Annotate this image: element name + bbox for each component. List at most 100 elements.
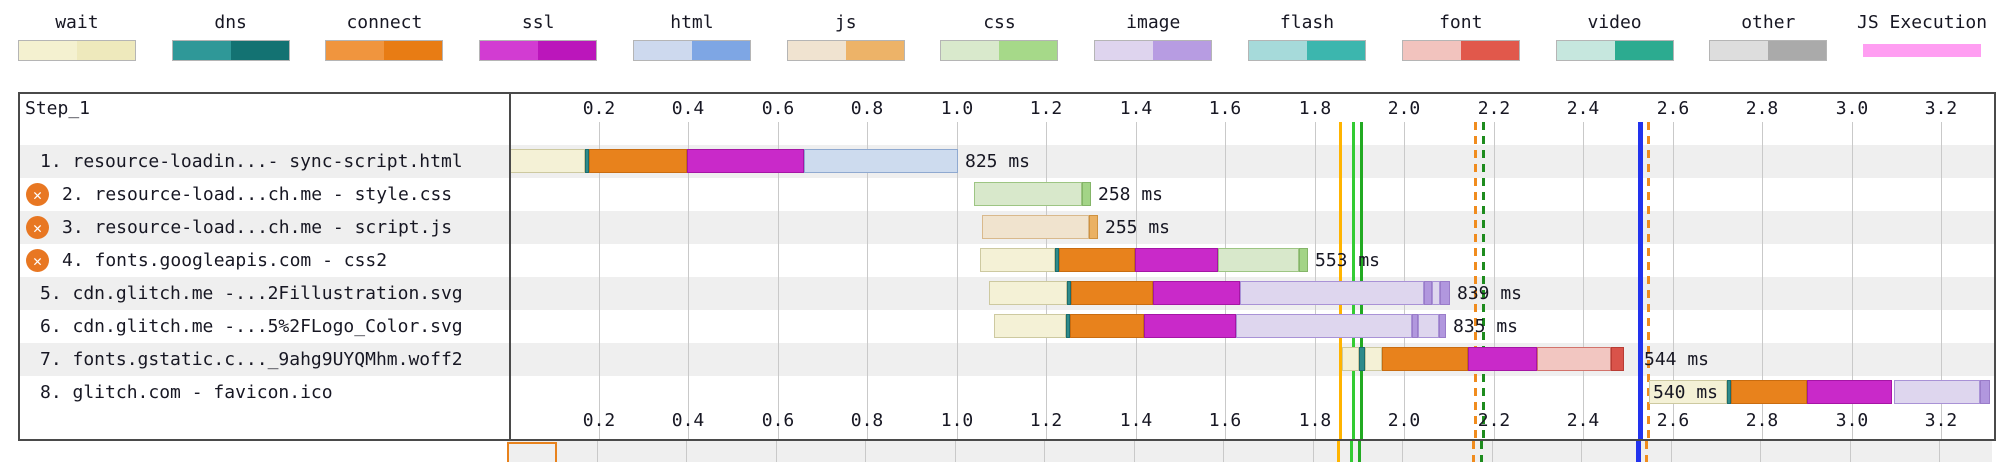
grid-line [1581, 441, 1582, 462]
row-stripe [20, 145, 1994, 178]
request-bar-segment-wait[interactable] [1342, 347, 1359, 371]
request-bar-segment-image_dark[interactable] [1412, 314, 1418, 338]
request-bar-segment-image_dark[interactable] [1439, 314, 1446, 338]
request-label[interactable]: 8. glitch.com - favicon.ico [40, 382, 333, 403]
request-bar-segment-css_dark[interactable] [1082, 182, 1091, 206]
next-step-waterfall-strip [507, 441, 1992, 462]
grid-line [955, 441, 956, 462]
request-label[interactable]: 4. fonts.googleapis.com - css2 [62, 250, 388, 271]
legend-swatch [1555, 40, 1674, 61]
request-bar-segment-ssl[interactable] [1468, 347, 1537, 371]
request-bar-segment-js_light[interactable] [982, 215, 1089, 239]
request-label[interactable]: 2. resource-load...ch.me - style.css [62, 184, 453, 205]
request-label[interactable]: 3. resource-load...ch.me - script.js [62, 217, 453, 238]
request-bar-segment-connect[interactable] [1059, 248, 1135, 272]
request-bar-segment-dns[interactable] [1067, 281, 1071, 305]
legend-item-ssl: ssl [471, 10, 606, 61]
axis-tick-label-top: 0.2 [582, 98, 616, 119]
request-bar-segment-wait[interactable] [994, 314, 1066, 338]
legend-item-label: video [1587, 12, 1642, 33]
request-bar-segment-font_light[interactable] [1537, 347, 1611, 371]
request-bar-segment-image_light[interactable] [1240, 281, 1424, 305]
grid-line [1494, 122, 1495, 439]
request-bar-segment-ssl[interactable] [687, 149, 804, 173]
request-bar-segment-font_dark[interactable] [1611, 347, 1624, 371]
request-bar-segment-css_light[interactable] [1218, 248, 1299, 272]
legend-item-video: video [1547, 10, 1682, 61]
axis-tick-label-top: 2.8 [1745, 98, 1779, 119]
request-bar-segment-wait[interactable] [509, 149, 585, 173]
request-bar-segment-image_dark[interactable] [1424, 281, 1432, 305]
error-icon[interactable]: ✕ [26, 249, 49, 272]
request-bar-segment-css_dark[interactable] [1299, 248, 1308, 272]
axis-tick-label-top: 3.2 [1924, 98, 1958, 119]
grid-line [1941, 122, 1942, 439]
legend-item-label: css [983, 12, 1016, 33]
grid-line [599, 122, 600, 439]
next-step-first-request-outline[interactable] [507, 442, 557, 462]
legend-item-js: js [778, 10, 913, 61]
grid-line [1402, 441, 1403, 462]
request-bar-segment-wait[interactable] [989, 281, 1067, 305]
request-bar-segment-dns[interactable] [1727, 380, 1731, 404]
grid-line [1134, 441, 1135, 462]
request-bar-segment-ssl[interactable] [1135, 248, 1218, 272]
axis-tick-label-top: 0.4 [671, 98, 705, 119]
axis-tick-label-top: 1.2 [1029, 98, 1063, 119]
request-bar-segment-ssl[interactable] [1153, 281, 1240, 305]
request-bar-segment-js_dark[interactable] [1089, 215, 1098, 239]
grid-line [776, 441, 777, 462]
legend-swatch [17, 40, 136, 61]
request-bar-segment-html[interactable] [804, 149, 958, 173]
event-line-dashed-f08c1e [1645, 441, 1648, 462]
request-bar-segment-wait[interactable] [1365, 347, 1382, 371]
request-bar-segment-dns[interactable] [1066, 314, 1070, 338]
request-bar-segment-connect[interactable] [589, 149, 687, 173]
legend-item-label: connect [346, 12, 423, 33]
error-icon[interactable]: ✕ [26, 216, 49, 239]
request-bar-segment-image_dark[interactable] [1440, 281, 1450, 305]
request-bar-segment-dns[interactable] [1055, 248, 1059, 272]
request-bar-segment-connect[interactable] [1070, 314, 1144, 338]
request-bar-segment-dns[interactable] [1359, 347, 1365, 371]
axis-tick-label-top: 2.4 [1566, 98, 1600, 119]
event-line-solid-2233ee [1636, 441, 1641, 462]
request-bar-segment-ssl[interactable] [1807, 380, 1892, 404]
request-bar-segment-connect[interactable] [1382, 347, 1468, 371]
grid-line [865, 441, 866, 462]
request-label[interactable]: 6. cdn.glitch.me -...5%2FLogo_Color.svg [40, 316, 463, 337]
error-icon[interactable]: ✕ [26, 183, 49, 206]
grid-line [1404, 122, 1405, 439]
request-label[interactable]: 5. cdn.glitch.me -...2Fillustration.svg [40, 283, 463, 304]
legend-item-other: other [1701, 10, 1836, 61]
request-label[interactable]: 1. resource-loadin...- sync-script.html [40, 151, 463, 172]
request-bar-segment-image_light[interactable] [1236, 314, 1412, 338]
request-bar-segment-image_light[interactable] [1894, 380, 1980, 404]
event-line-dashed-1e8c1e [1480, 441, 1483, 462]
request-bar-segment-connect[interactable] [1071, 281, 1153, 305]
axis-tick-label-bottom: 2.0 [1387, 410, 1421, 431]
legend-swatch [1094, 40, 1213, 61]
request-label[interactable]: 7. fonts.gstatic.c..._9ahg9UYQMhm.woff2 [40, 349, 463, 370]
request-bar-segment-image_light[interactable] [1432, 281, 1440, 305]
grid-line [1313, 441, 1314, 462]
axis-tick-label-bottom: 0.2 [582, 410, 616, 431]
legend-item-css: css [932, 10, 1067, 61]
grid-line [688, 122, 689, 439]
request-bar-segment-wait[interactable] [1649, 380, 1727, 404]
legend-swatch [479, 40, 598, 61]
request-bar-segment-ssl[interactable] [1144, 314, 1236, 338]
request-bar-segment-connect[interactable] [1731, 380, 1807, 404]
request-bar-segment-image_dark[interactable] [1980, 380, 1990, 404]
axis-tick-label-top: 3.0 [1835, 98, 1869, 119]
request-bar-segment-dns[interactable] [585, 149, 589, 173]
axis-tick-label-bottom: 3.2 [1924, 410, 1958, 431]
axis-tick-label-top: 1.8 [1298, 98, 1332, 119]
grid-line [1939, 441, 1940, 462]
event-line-dashed-f08c1e [1474, 122, 1477, 439]
axis-tick-label-top: 1.4 [1119, 98, 1153, 119]
request-bar-segment-css_light[interactable] [974, 182, 1082, 206]
request-bar-segment-wait[interactable] [980, 248, 1055, 272]
legend-item-dns: dns [163, 10, 298, 61]
request-bar-segment-image_light[interactable] [1418, 314, 1439, 338]
